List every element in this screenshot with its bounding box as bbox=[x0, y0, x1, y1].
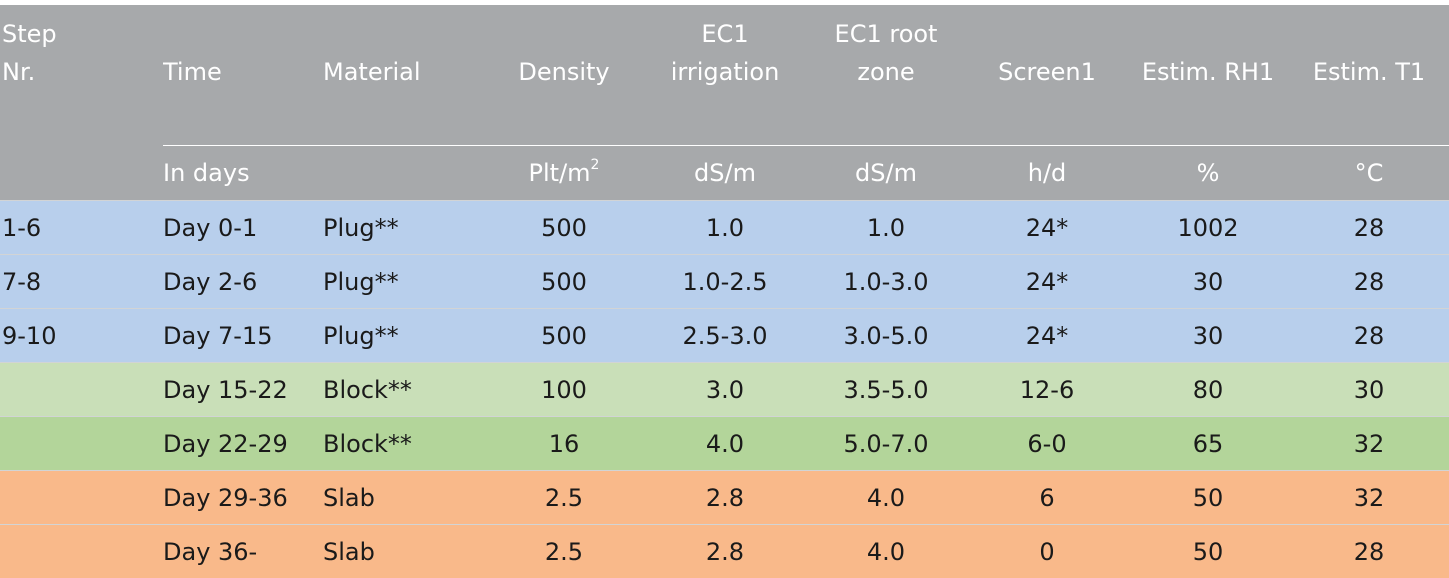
header-ec1-root-zone-line2: zone bbox=[805, 53, 967, 91]
header-material: Material bbox=[323, 5, 483, 146]
table-row: Day 15-22 Block** 100 3.0 3.5-5.0 12-6 8… bbox=[0, 363, 1449, 417]
cell-screen: 24* bbox=[967, 255, 1127, 309]
cell-screen: 6-0 bbox=[967, 417, 1127, 471]
cell-time: Day 15-22 bbox=[163, 363, 323, 417]
cell-ec-irrigation: 2.8 bbox=[645, 525, 805, 578]
cell-density: 2.5 bbox=[483, 525, 645, 578]
cell-rh: 50 bbox=[1127, 471, 1289, 525]
cell-step bbox=[0, 471, 163, 525]
cell-step bbox=[0, 363, 163, 417]
cell-density: 500 bbox=[483, 309, 645, 363]
cell-ec-root-zone: 3.0-5.0 bbox=[805, 309, 967, 363]
cell-temperature: 32 bbox=[1289, 471, 1449, 525]
unit-estim-t1: °C bbox=[1289, 146, 1449, 201]
header-step-line1: Step bbox=[2, 15, 163, 53]
cell-temperature: 28 bbox=[1289, 201, 1449, 255]
unit-screen1: h/d bbox=[967, 146, 1127, 201]
cell-material: Plug** bbox=[323, 309, 483, 363]
unit-density-superscript: 2 bbox=[591, 157, 600, 173]
table-header: Step Nr. Time Material Density EC1 irrig… bbox=[0, 5, 1449, 201]
cell-temperature: 30 bbox=[1289, 363, 1449, 417]
cell-time: Day 2-6 bbox=[163, 255, 323, 309]
cultivation-schedule-table: Step Nr. Time Material Density EC1 irrig… bbox=[0, 5, 1449, 578]
cell-ec-irrigation: 2.8 bbox=[645, 471, 805, 525]
cell-screen: 12-6 bbox=[967, 363, 1127, 417]
cell-material: Block** bbox=[323, 417, 483, 471]
cell-screen: 0 bbox=[967, 525, 1127, 578]
table-row: 9-10 Day 7-15 Plug** 500 2.5-3.0 3.0-5.0… bbox=[0, 309, 1449, 363]
cell-ec-irrigation: 1.0 bbox=[645, 201, 805, 255]
cell-temperature: 28 bbox=[1289, 309, 1449, 363]
cell-density: 100 bbox=[483, 363, 645, 417]
cell-rh: 1002 bbox=[1127, 201, 1289, 255]
cell-density: 500 bbox=[483, 201, 645, 255]
cell-density: 16 bbox=[483, 417, 645, 471]
cell-rh: 50 bbox=[1127, 525, 1289, 578]
cell-step: 7-8 bbox=[0, 255, 163, 309]
cell-material: Block** bbox=[323, 363, 483, 417]
table-row: Day 36- Slab 2.5 2.8 4.0 0 50 28 bbox=[0, 525, 1449, 578]
cell-ec-irrigation: 4.0 bbox=[645, 417, 805, 471]
unit-ec1-irrigation: dS/m bbox=[645, 146, 805, 201]
unit-material bbox=[323, 146, 483, 201]
unit-time: In days bbox=[163, 146, 323, 201]
cell-ec-root-zone: 4.0 bbox=[805, 525, 967, 578]
cell-time: Day 36- bbox=[163, 525, 323, 578]
cell-material: Slab bbox=[323, 525, 483, 578]
cell-time: Day 0-1 bbox=[163, 201, 323, 255]
cell-screen: 24* bbox=[967, 201, 1127, 255]
cell-ec-root-zone: 3.5-5.0 bbox=[805, 363, 967, 417]
unit-density-base: Plt/m bbox=[529, 159, 591, 187]
unit-ec1-root-zone: dS/m bbox=[805, 146, 967, 201]
header-ec1-root-zone: EC1 root zone bbox=[805, 5, 967, 146]
cell-time: Day 22-29 bbox=[163, 417, 323, 471]
header-density: Density bbox=[483, 5, 645, 146]
cell-step bbox=[0, 417, 163, 471]
cell-ec-root-zone: 1.0-3.0 bbox=[805, 255, 967, 309]
cell-temperature: 32 bbox=[1289, 417, 1449, 471]
cell-step: 9-10 bbox=[0, 309, 163, 363]
header-estim-rh1: Estim. RH1 bbox=[1127, 5, 1289, 146]
cell-ec-irrigation: 3.0 bbox=[645, 363, 805, 417]
cell-ec-irrigation: 1.0-2.5 bbox=[645, 255, 805, 309]
cell-density: 500 bbox=[483, 255, 645, 309]
table-row: Day 29-36 Slab 2.5 2.8 4.0 6 50 32 bbox=[0, 471, 1449, 525]
cell-temperature: 28 bbox=[1289, 255, 1449, 309]
header-time: Time bbox=[163, 5, 323, 146]
header-ec1-root-zone-line1: EC1 root bbox=[805, 15, 967, 53]
cell-ec-irrigation: 2.5-3.0 bbox=[645, 309, 805, 363]
cell-material: Plug** bbox=[323, 255, 483, 309]
table-row: 1-6 Day 0-1 Plug** 500 1.0 1.0 24* 1002 … bbox=[0, 201, 1449, 255]
header-estim-t1: Estim. T1 bbox=[1289, 5, 1449, 146]
cell-rh: 65 bbox=[1127, 417, 1289, 471]
cell-density: 2.5 bbox=[483, 471, 645, 525]
cell-ec-root-zone: 4.0 bbox=[805, 471, 967, 525]
schedule-table: Step Nr. Time Material Density EC1 irrig… bbox=[0, 5, 1449, 578]
cell-rh: 80 bbox=[1127, 363, 1289, 417]
cell-temperature: 28 bbox=[1289, 525, 1449, 578]
cell-rh: 30 bbox=[1127, 309, 1289, 363]
cell-screen: 24* bbox=[967, 309, 1127, 363]
cell-rh: 30 bbox=[1127, 255, 1289, 309]
unit-density: Plt/m2 bbox=[483, 146, 645, 201]
cell-step bbox=[0, 525, 163, 578]
header-step-line2: Nr. bbox=[2, 53, 163, 91]
cell-time: Day 7-15 bbox=[163, 309, 323, 363]
cell-step: 1-6 bbox=[0, 201, 163, 255]
header-step: Step Nr. bbox=[0, 5, 163, 201]
table-row: Day 22-29 Block** 16 4.0 5.0-7.0 6-0 65 … bbox=[0, 417, 1449, 471]
header-ec1-irrigation-line2: irrigation bbox=[645, 53, 805, 91]
unit-estim-rh1: % bbox=[1127, 146, 1289, 201]
header-ec1-irrigation-line1: EC1 bbox=[645, 15, 805, 53]
header-screen1: Screen1 bbox=[967, 5, 1127, 146]
cell-ec-root-zone: 1.0 bbox=[805, 201, 967, 255]
cell-screen: 6 bbox=[967, 471, 1127, 525]
table-body: 1-6 Day 0-1 Plug** 500 1.0 1.0 24* 1002 … bbox=[0, 201, 1449, 578]
table-row: 7-8 Day 2-6 Plug** 500 1.0-2.5 1.0-3.0 2… bbox=[0, 255, 1449, 309]
cell-material: Plug** bbox=[323, 201, 483, 255]
cell-material: Slab bbox=[323, 471, 483, 525]
cell-time: Day 29-36 bbox=[163, 471, 323, 525]
header-ec1-irrigation: EC1 irrigation bbox=[645, 5, 805, 146]
cell-ec-root-zone: 5.0-7.0 bbox=[805, 417, 967, 471]
